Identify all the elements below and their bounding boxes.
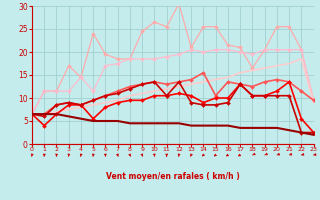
X-axis label: Vent moyen/en rafales ( km/h ): Vent moyen/en rafales ( km/h )	[106, 172, 240, 181]
